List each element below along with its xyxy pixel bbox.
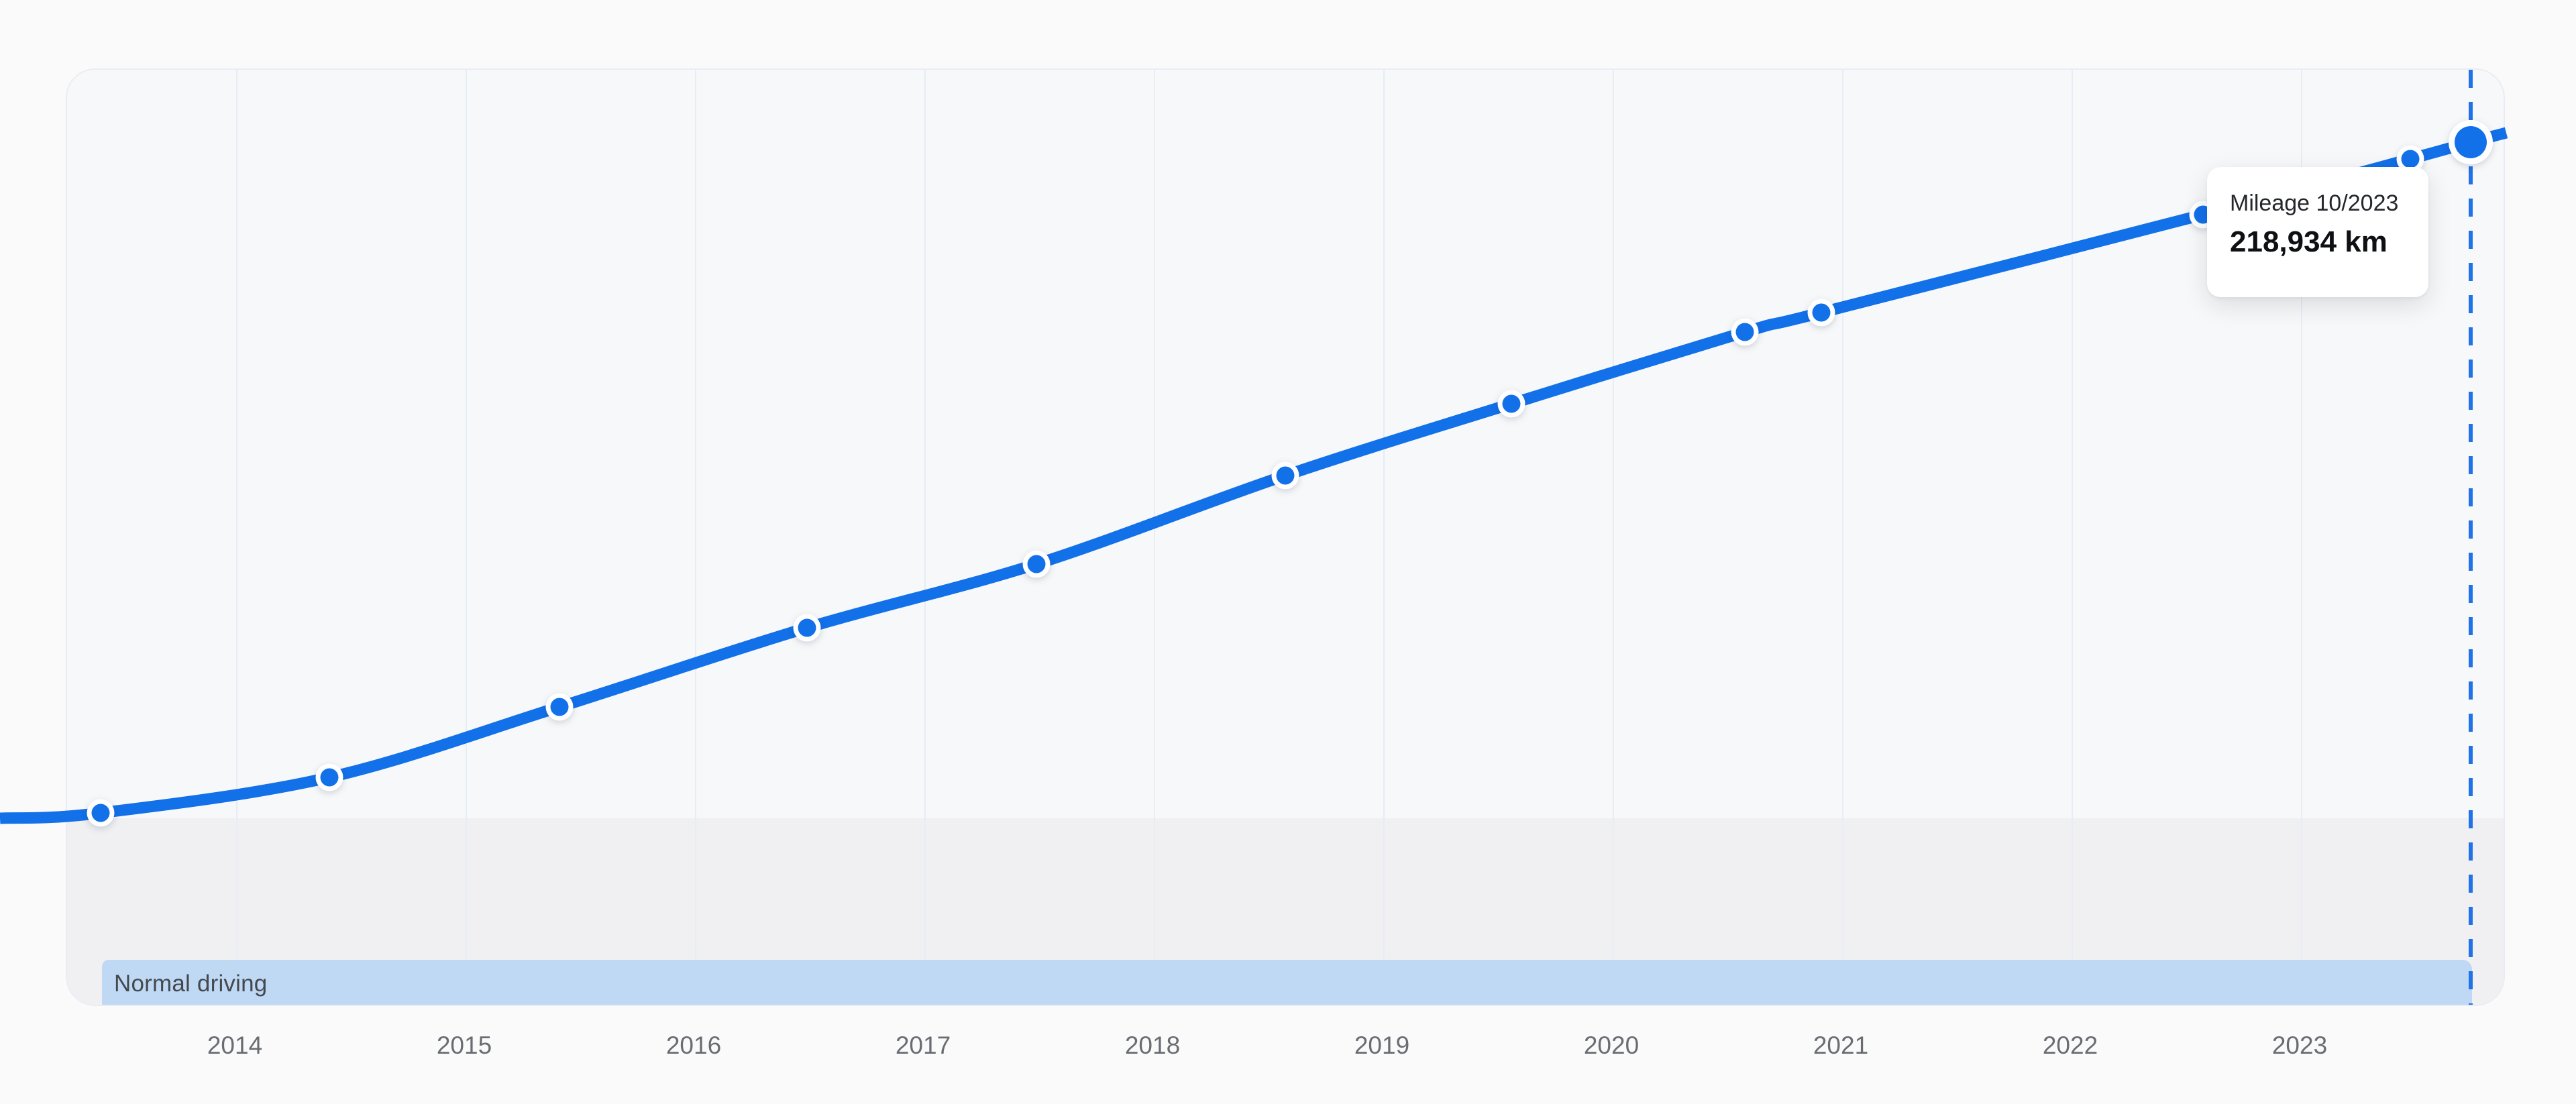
mileage-point[interactable] — [1271, 461, 1299, 490]
tooltip-value: 218,934 km — [2230, 225, 2387, 259]
x-axis-tick-label: 2016 — [665, 1032, 722, 1059]
x-axis-tick-label: 2017 — [895, 1032, 951, 1059]
gridline — [695, 70, 696, 1005]
mileage-point[interactable] — [1022, 550, 1051, 578]
gridline — [1613, 70, 1614, 1005]
mileage-point[interactable] — [1807, 298, 1835, 327]
x-axis-tick-label: 2021 — [1813, 1032, 1869, 1059]
mileage-point[interactable] — [1731, 318, 1759, 346]
mileage-point[interactable] — [545, 693, 574, 721]
x-axis-tick-label: 2023 — [2271, 1032, 2328, 1059]
x-axis-tick-label: 2015 — [436, 1032, 492, 1059]
x-axis-tick-label: 2018 — [1124, 1032, 1181, 1059]
mileage-point[interactable] — [315, 763, 343, 791]
mileage-point[interactable] — [2396, 145, 2424, 173]
plot-area: Normal driving — [66, 68, 2505, 1006]
normal-driving-label: Normal driving — [114, 970, 268, 997]
x-axis-tick-label: 2019 — [1354, 1032, 1410, 1059]
mileage-tooltip: Mileage 10/2023 218,934 km — [2207, 167, 2428, 297]
gridline — [1383, 70, 1385, 1005]
x-axis-tick-label: 2020 — [1583, 1032, 1640, 1059]
mileage-line — [0, 127, 2508, 824]
normal-driving-band: Normal driving — [102, 960, 2472, 1005]
gridline — [924, 70, 926, 1005]
tooltip-title: Mileage 10/2023 — [2230, 190, 2399, 216]
gridline — [236, 70, 237, 1005]
gridline — [1842, 70, 1843, 1005]
gridline — [466, 70, 467, 1005]
mileage-points — [87, 120, 2493, 827]
x-axis-tick-label: 2014 — [207, 1032, 263, 1059]
mileage-point[interactable] — [87, 799, 115, 827]
gridline — [2072, 70, 2073, 1005]
x-axis-tick-label: 2022 — [2042, 1032, 2098, 1059]
gridline — [1154, 70, 1155, 1005]
mileage-point[interactable] — [1497, 390, 1525, 418]
mileage-point-highlighted[interactable] — [2449, 120, 2493, 164]
mileage-point[interactable] — [793, 614, 821, 642]
gridline — [2301, 70, 2302, 1005]
